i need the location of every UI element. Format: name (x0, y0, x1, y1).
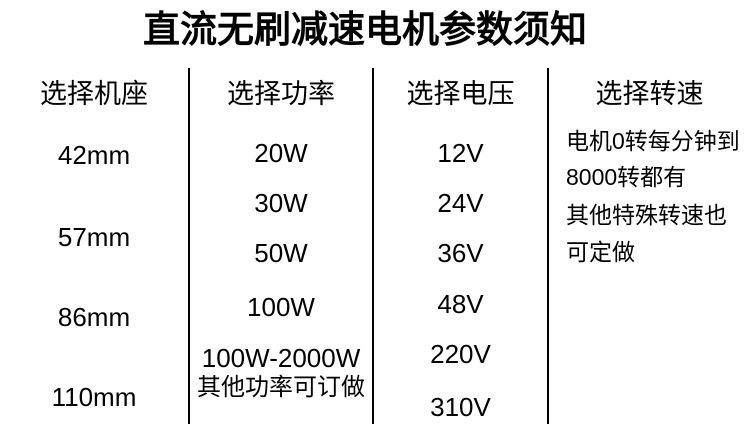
column-header-frame-size: 选择机座 (40, 79, 148, 109)
option-power-20w: 20W (254, 138, 308, 168)
column-divider (547, 68, 549, 424)
column-frame-size: 选择机座 42mm 57mm 86mm 110mm (0, 0, 188, 428)
option-voltage-36v: 36V (437, 238, 484, 268)
option-frame-110mm: 110mm (51, 382, 137, 412)
option-frame-57mm: 57mm (57, 222, 131, 252)
option-voltage-24v: 24V (437, 188, 484, 218)
option-power-30w: 30W (254, 188, 308, 218)
speed-note-line-1: 电机0转每分钟到 (566, 128, 740, 154)
column-speed: 选择转速 电机0转每分钟到 8000转都有 其他特殊转速也 可定做 (549, 0, 750, 428)
option-frame-42mm: 42mm (57, 140, 131, 170)
option-power-50w: 50W (254, 238, 308, 268)
page-title: 直流无刷减速电机参数须知 (143, 9, 587, 50)
option-power-custom-note: 其他功率可订做 (197, 374, 365, 401)
speed-note-line-3: 其他特殊转速也 (566, 202, 727, 228)
column-divider (372, 68, 374, 424)
option-power-100w: 100W (247, 292, 315, 322)
column-header-voltage: 选择电压 (406, 79, 515, 109)
column-header-speed: 选择转速 (595, 79, 704, 109)
option-voltage-12v: 12V (437, 138, 484, 168)
column-power: 选择功率 20W 30W 50W 100W 100W-2000W 其他功率可订做 (190, 0, 372, 428)
column-header-power: 选择功率 (227, 79, 335, 109)
option-frame-86mm: 86mm (57, 302, 131, 332)
option-power-custom-range: 100W-2000W (201, 343, 361, 373)
column-divider (188, 68, 190, 424)
option-voltage-310v: 310V (430, 392, 491, 422)
speed-note-line-4: 可定做 (566, 239, 635, 265)
option-voltage-48v: 48V (437, 289, 484, 319)
speed-note-line-2: 8000转都有 (566, 164, 687, 190)
column-voltage: 选择电压 12V 24V 36V 48V 220V 310V (374, 0, 547, 428)
option-voltage-220v: 220V (430, 339, 491, 369)
